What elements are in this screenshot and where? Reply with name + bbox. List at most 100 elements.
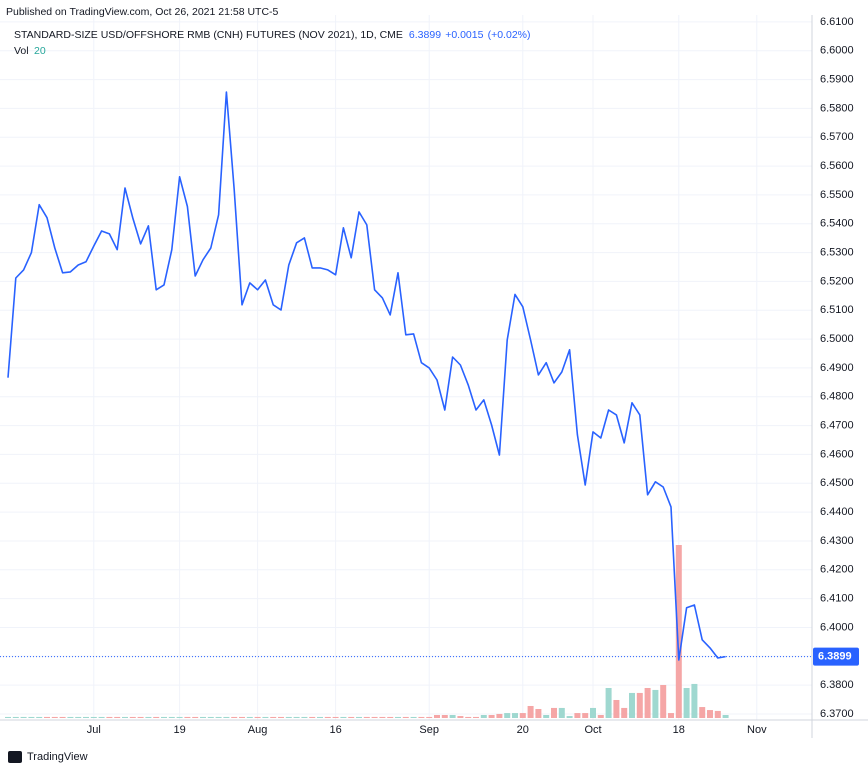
volume-bar — [239, 716, 245, 718]
y-tick-label: 6.6000 — [820, 45, 854, 57]
volume-bar — [660, 684, 667, 718]
volume-bar — [51, 716, 58, 718]
volume-bar — [379, 716, 386, 718]
volume-bar — [153, 716, 160, 718]
volume-bar — [44, 716, 50, 718]
volume-bar — [278, 716, 284, 718]
y-tick-label: 6.3800 — [820, 679, 854, 691]
volume-bar — [356, 716, 362, 718]
volume-bar — [192, 716, 199, 718]
volume-bar — [535, 708, 542, 718]
volume-bar — [722, 714, 729, 718]
volume-bar — [293, 716, 300, 718]
y-tick-label: 6.6100 — [820, 16, 854, 28]
volume-bar — [215, 716, 222, 718]
volume-last: 20 — [34, 45, 46, 57]
y-tick-label: 6.4600 — [820, 448, 854, 460]
volume-name: Vol — [14, 45, 29, 57]
y-tick-label: 6.5200 — [820, 275, 854, 287]
footer-brand: TradingView — [27, 751, 88, 763]
volume-bar — [90, 716, 97, 718]
volume-bar — [613, 699, 620, 718]
volume-bar — [402, 716, 409, 718]
volume-bar — [699, 707, 706, 718]
volume-bar — [184, 716, 191, 718]
y-tick-label: 6.4400 — [820, 506, 854, 518]
x-tick-label: Oct — [584, 724, 601, 736]
last-price-box — [813, 647, 859, 666]
volume-bar — [348, 716, 355, 718]
y-tick-label: 6.4700 — [820, 420, 854, 432]
y-tick-label: 6.4300 — [820, 535, 854, 547]
volume-bar — [301, 716, 308, 718]
volume-bar — [512, 713, 518, 718]
volume-bar — [254, 716, 261, 718]
volume-bar — [527, 705, 534, 718]
y-tick-label: 6.4200 — [820, 564, 854, 576]
x-tick-label: Aug — [248, 724, 268, 736]
volume-bar — [675, 545, 682, 718]
volume-bar — [597, 714, 604, 718]
volume-bar — [106, 716, 113, 718]
volume-bar — [496, 713, 503, 718]
y-tick-label: 6.5400 — [820, 218, 854, 230]
volume-bar — [387, 716, 394, 718]
last-price: 6.3899 — [409, 29, 441, 41]
volume-bar — [644, 687, 651, 718]
volume-bar — [176, 716, 183, 718]
volume-bar — [465, 716, 472, 718]
volume-bar — [504, 713, 511, 718]
volume-bar — [317, 716, 323, 718]
volume-bar — [488, 714, 495, 718]
volume-bar — [558, 707, 565, 718]
plot: 6.37006.38006.39006.40006.41006.42006.43… — [0, 16, 859, 736]
volume-bar — [231, 716, 238, 718]
volume-bar — [145, 716, 152, 718]
published: Published on TradingView.com, Oct 26, 20… — [6, 6, 279, 18]
volume-bar — [434, 714, 440, 718]
change-pct: (+0.02%) — [488, 29, 531, 41]
x-tick-label: 19 — [173, 724, 185, 736]
volume-bar — [480, 714, 487, 718]
volume-bar — [410, 716, 417, 718]
volume-bar — [621, 707, 628, 718]
volume-bar — [636, 692, 643, 718]
volume-bar — [566, 716, 573, 718]
legend: STANDARD-SIZE USD/OFFSHORE RMB (CNH) FUT… — [14, 29, 531, 57]
y-tick-label: 6.5000 — [820, 333, 854, 345]
volume-bar — [473, 716, 479, 718]
x-tick-label: 18 — [673, 724, 685, 736]
y-tick-label: 6.5700 — [820, 131, 854, 143]
volume-bar — [668, 713, 674, 718]
y-tick-label: 6.5100 — [820, 304, 854, 316]
volume-bar — [371, 716, 378, 718]
volume-bar — [207, 716, 214, 718]
volume-bar — [605, 687, 612, 718]
volume-bar — [332, 716, 339, 718]
volume-bar — [67, 716, 74, 718]
y-tick-label: 6.4500 — [820, 477, 854, 489]
volume-bar — [691, 683, 698, 718]
volume-bar — [36, 716, 43, 718]
volume-bar — [270, 716, 277, 718]
volume-bar — [340, 716, 347, 718]
volume-bar — [543, 714, 550, 718]
volume-bar — [683, 687, 690, 718]
y-tick-label: 6.4800 — [820, 391, 854, 403]
volume-bar — [582, 713, 589, 718]
chart-title: STANDARD-SIZE USD/OFFSHORE RMB (CNH) FUT… — [14, 29, 403, 41]
volume-bar — [122, 716, 128, 718]
y-tick-label: 6.5500 — [820, 189, 854, 201]
volume-bar — [200, 716, 206, 718]
volume-bar — [714, 710, 721, 718]
volume-bar — [75, 716, 82, 718]
volume-bar — [5, 716, 11, 718]
volume-bar — [20, 716, 27, 718]
price-line — [7, 91, 726, 661]
volume-bar — [551, 707, 557, 718]
y-tick-label: 6.5900 — [820, 73, 854, 85]
y-tick-label: 6.3700 — [820, 708, 854, 720]
logo-icon — [8, 751, 22, 763]
